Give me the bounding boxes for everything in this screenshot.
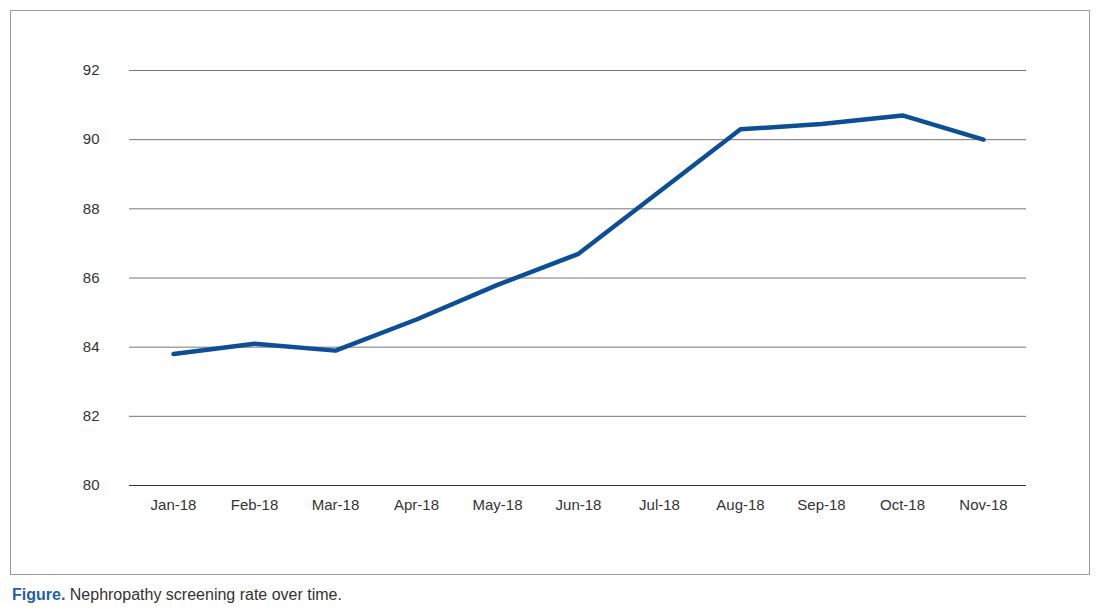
svg-text:Sep-18: Sep-18 bbox=[797, 496, 845, 513]
svg-text:86: 86 bbox=[83, 269, 100, 286]
svg-text:Jun-18: Jun-18 bbox=[556, 496, 602, 513]
svg-text:84: 84 bbox=[83, 338, 100, 355]
svg-text:92: 92 bbox=[83, 61, 100, 78]
svg-text:Oct-18: Oct-18 bbox=[880, 496, 925, 513]
svg-text:90: 90 bbox=[83, 130, 100, 147]
svg-text:Jul-18: Jul-18 bbox=[639, 496, 680, 513]
svg-text:Jan-18: Jan-18 bbox=[151, 496, 197, 513]
svg-text:Apr-18: Apr-18 bbox=[394, 496, 439, 513]
svg-text:80: 80 bbox=[83, 476, 100, 493]
svg-text:Mar-18: Mar-18 bbox=[312, 496, 360, 513]
svg-text:May-18: May-18 bbox=[472, 496, 522, 513]
svg-text:88: 88 bbox=[83, 200, 100, 217]
svg-text:Feb-18: Feb-18 bbox=[231, 496, 279, 513]
svg-text:82: 82 bbox=[83, 407, 100, 424]
svg-text:Nov-18: Nov-18 bbox=[959, 496, 1007, 513]
html-text:Figure. Nephropathy screening: Figure. Nephropathy screening rate over … bbox=[12, 586, 342, 603]
svg-text:Aug-18: Aug-18 bbox=[716, 496, 764, 513]
